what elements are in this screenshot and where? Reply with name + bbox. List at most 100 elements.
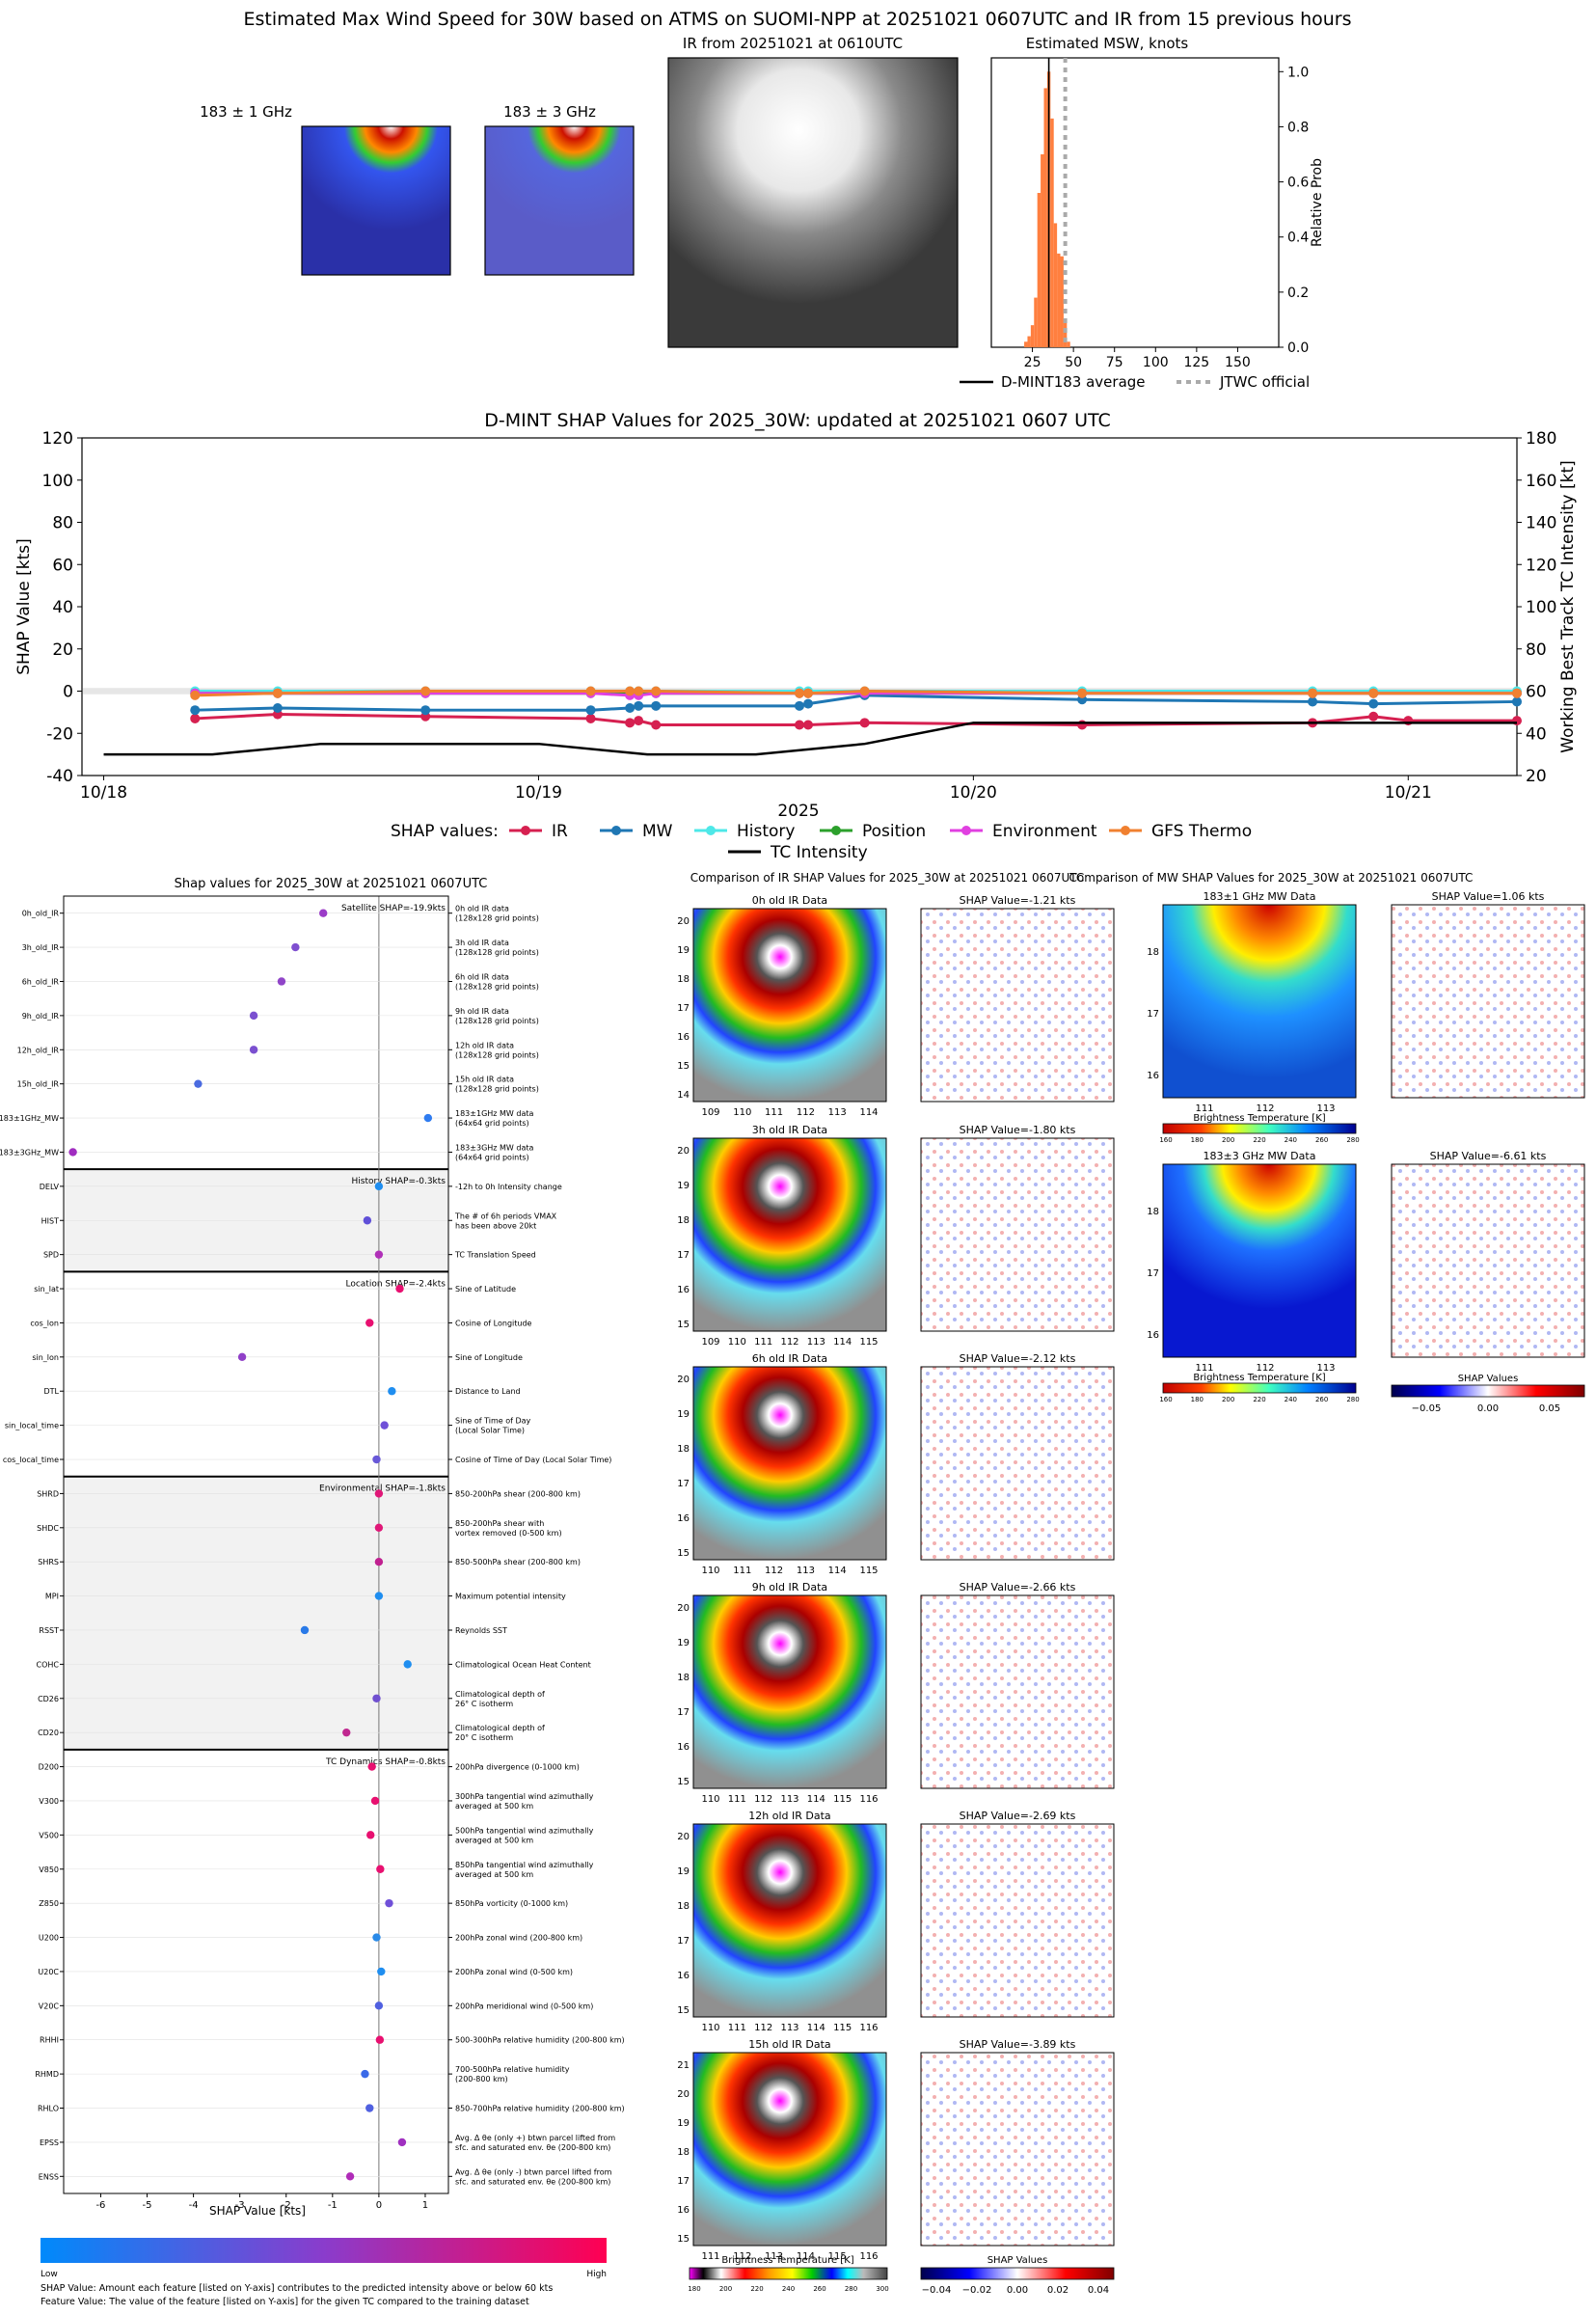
feature-shap-dot: [423, 1113, 433, 1123]
feature-shap-dot: [385, 1898, 393, 1908]
ir-data-image: [692, 1823, 887, 2018]
feature-name: SHRS: [38, 1558, 59, 1566]
mw-shap-image: [1391, 904, 1585, 1099]
feature-description: 183±1GHz MW data: [455, 1109, 533, 1118]
legend-label-environment: Environment: [992, 822, 1097, 841]
feature-shap-dot: [342, 1728, 351, 1737]
ir-cbar-tick: 260: [813, 2285, 825, 2293]
feature-description: Distance to Land: [455, 1387, 521, 1396]
legend-avg-label: D-MINT183 average: [1001, 373, 1146, 391]
mw-ytick-label: 18: [1147, 947, 1159, 958]
group-band: [64, 1476, 448, 1750]
feature-shap-dot: [367, 1762, 376, 1771]
feature-name: EPSS: [40, 2138, 59, 2147]
feature-name: sin_local_time: [5, 1422, 59, 1430]
mw1-small-title: 183 ± 1 GHz: [200, 103, 292, 121]
feature-name: 12h_old_IR: [17, 1046, 60, 1054]
ir-ytick-label: 18: [677, 2147, 690, 2158]
ir-shap-title: SHAP Value=-1.21 kts: [960, 894, 1076, 907]
mw-cbar-tick: 240: [1285, 1396, 1297, 1403]
legend-label-ir: IR: [552, 822, 568, 841]
group-band: [64, 896, 448, 1170]
hist-bar: [1060, 256, 1064, 347]
ir-xtick-label: 115: [828, 2251, 847, 2262]
shap-cbar-low: Low: [41, 2270, 58, 2279]
mw-compare-grid: 183±1 GHz MW Data 18 17 16 111 112 113 160 180 20…: [1147, 890, 1585, 1403]
ir-ytick-label: 17: [677, 1936, 690, 1947]
feature-description: Reynolds SST: [455, 1626, 507, 1635]
ir-ytick-label: 19: [677, 945, 690, 956]
timeline-ytick-label: 100: [42, 472, 73, 491]
hist-xtick-label: 75: [1106, 355, 1123, 370]
ir-shap-image: [920, 1594, 1115, 1789]
ir-xtick-label: 114: [807, 1794, 825, 1805]
group-label: Environmental SHAP=-1.8kts: [319, 1484, 446, 1494]
feature-shap-dot: [249, 1011, 258, 1021]
ir-xtick-label: 115: [833, 1794, 852, 1805]
mw-ytick-label: 16: [1147, 1330, 1159, 1341]
hist-title: Estimated MSW, knots: [1026, 35, 1189, 52]
timeline-xtick-label: 10/19: [515, 783, 562, 803]
ir-xtick-label: 113: [780, 1794, 798, 1805]
ir-xtick-label: 113: [765, 2251, 783, 2262]
feature-description: 3h old IR data: [455, 939, 509, 947]
feature-name: RHHI: [40, 2036, 59, 2045]
ir-ytick-label: 17: [677, 1707, 690, 1718]
ir-cbar-tick: 240: [782, 2285, 795, 2293]
feature-name: 183±3GHz_MW: [0, 1148, 59, 1157]
mw-cbar-tick: 160: [1159, 1396, 1172, 1403]
feature-shap-dot: [380, 1421, 389, 1430]
ir-ytick-label: 19: [677, 1409, 690, 1420]
timeline-y2tick-label: 60: [1526, 683, 1547, 702]
feature-description: TC Translation Speed: [454, 1251, 536, 1260]
legend-marker-environment: [961, 826, 971, 835]
series-point-mw: [625, 703, 636, 713]
feature-shap-dot: [237, 1352, 247, 1362]
feature-name: RSST: [39, 1626, 59, 1635]
mw-cbar-tick: 280: [1346, 1396, 1359, 1403]
feature-description: 200hPa zonal wind (200-800 km): [455, 1934, 582, 1943]
feature-description: (128x128 grid points): [455, 1050, 539, 1059]
hist-ytick-label: 1.0: [1287, 65, 1309, 80]
mw-cbar-tick: 160: [1159, 1136, 1172, 1144]
timeline-y2tick-label: 80: [1526, 640, 1547, 660]
feature-shap-dot: [375, 2035, 385, 2044]
series-point-mw: [585, 705, 596, 716]
mw-data-colorbar: [1162, 1382, 1357, 1394]
feature-shap-dot: [374, 2002, 384, 2010]
timeline-xlabel: 2025: [777, 802, 819, 821]
mw-shap-image: [1391, 1163, 1585, 1358]
feature-description: averaged at 500 km: [455, 1836, 533, 1844]
feature-description: (200-800 km): [455, 2075, 508, 2084]
ir-data-title: 0h old IR Data: [752, 894, 827, 907]
mw-xtick-label: 111: [1195, 1103, 1213, 1114]
hist-bars: [1024, 58, 1070, 348]
feature-shap-dot: [68, 1148, 77, 1157]
ir-ytick-label: 16: [677, 1742, 690, 1753]
series-point-ir: [651, 720, 662, 730]
legend-label-history: History: [737, 822, 795, 841]
ir-ytick-label: 15: [677, 2005, 690, 2016]
ir-data-image: [692, 1594, 887, 1789]
mw-shap-title: SHAP Value=-6.61 kts: [1430, 1150, 1547, 1162]
ir-shap-cbar-label: SHAP Values: [987, 2255, 1048, 2266]
feature-description: The # of 6h periods VMAX: [454, 1212, 557, 1220]
mw-shap-colorbar: [1391, 1384, 1585, 1398]
series-line-gfs-thermo: [195, 689, 1517, 697]
shap-xtick-label: -4: [189, 2200, 199, 2211]
mw-cbar-tick: 200: [1222, 1396, 1234, 1403]
series-point-gfs-thermo: [651, 686, 662, 696]
ir-shap-cbar-tick: 0.00: [1007, 2285, 1028, 2296]
ir-shap-colorbar: [920, 2267, 1115, 2280]
ir-shap-title: SHAP Value=-1.80 kts: [960, 1124, 1076, 1136]
feature-shap-dot: [319, 909, 328, 917]
mw-cbar-tick: 220: [1253, 1136, 1265, 1144]
series-point-gfs-thermo: [803, 688, 814, 698]
shap-footnote-1: SHAP Value: Amount each feature [listed …: [41, 2283, 553, 2294]
ir-xtick-label: 116: [859, 2023, 878, 2033]
ir-shap-cbar-ticks: −0.04 −0.02 0.00 0.02 0.04: [922, 2285, 1109, 2296]
feature-description: Avg. Δ θe (only -) btwn parcel lifted fr…: [455, 2167, 612, 2176]
ir-xtick-label: 110: [701, 1794, 719, 1805]
ir-ytick-label: 15: [677, 2234, 690, 2245]
series-point-gfs-thermo: [190, 690, 201, 700]
